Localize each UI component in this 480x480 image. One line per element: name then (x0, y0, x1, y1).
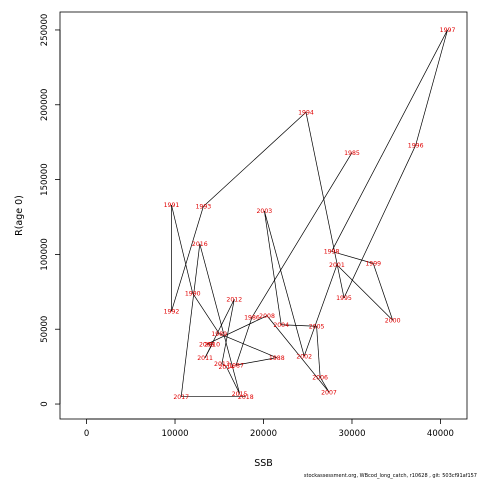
y-tick-label: 100000 (40, 238, 50, 270)
year-label-2011: 2011 (197, 355, 213, 362)
x-tick-label: 20000 (250, 429, 277, 439)
trajectory-segment (316, 326, 321, 378)
trajectory-segment (226, 366, 240, 394)
year-label-1986: 1986 (244, 314, 260, 321)
trajectory-segment (303, 264, 338, 357)
year-label-1992: 1992 (164, 308, 180, 315)
trajectory-segment (221, 363, 227, 367)
year-label-1988: 1988 (269, 355, 285, 362)
year-label-2000: 2000 (385, 317, 401, 324)
x-tick-label: 0 (84, 429, 89, 439)
year-label-2018: 2018 (238, 394, 254, 401)
year-label-1993: 1993 (195, 204, 211, 211)
year-label-2017: 2017 (173, 394, 189, 401)
trajectory-segment (319, 376, 330, 393)
year-label-2009: 2009 (199, 341, 215, 348)
year-label-2013: 2013 (214, 361, 230, 368)
trajectory-segment (221, 299, 235, 364)
year-label-1989: 1989 (211, 331, 227, 338)
year-label-2015: 2015 (232, 391, 248, 398)
x-tick-label: 40000 (427, 429, 454, 439)
trajectory-segment (219, 333, 277, 358)
year-label-2002: 2002 (296, 353, 312, 360)
trajectory-segment (372, 263, 394, 321)
year-label-2006: 2006 (312, 374, 328, 381)
trajectory-segment (180, 243, 201, 397)
year-label-2007: 2007 (321, 389, 337, 396)
year-label-2012: 2012 (226, 296, 242, 303)
trajectory-segment (343, 145, 416, 298)
trajectory-segment (281, 324, 317, 327)
year-label-1990: 1990 (185, 291, 201, 298)
y-axis: 0 50000 100000 150000 200000 250000 (40, 14, 61, 407)
trajectory-segment (203, 111, 307, 207)
y-tick-label: 0 (40, 401, 50, 406)
year-labels: 1985 1986 1987 1988 1989 1990 1991 1992 1993 1994… (164, 27, 456, 401)
year-label-2010: 2010 (204, 341, 220, 348)
y-axis-title: R(age 0) (14, 195, 25, 236)
year-label-2004: 2004 (273, 322, 289, 329)
x-axis: 0 10000 20000 30000 40000 (84, 418, 454, 439)
trajectory-segment (266, 315, 330, 393)
trajectory-segment (206, 315, 268, 345)
year-label-2014: 2014 (218, 364, 234, 371)
trajectory-segment (264, 210, 282, 325)
year-label-1999: 1999 (365, 261, 381, 268)
year-label-1995: 1995 (336, 295, 352, 302)
year-label-2008: 2008 (259, 313, 275, 320)
trajectory-lines (171, 29, 448, 397)
footer-caption: stockassessment.org, WBcod_long_catch, r… (304, 473, 477, 479)
year-label-1998: 1998 (324, 249, 340, 256)
trajectory-segment (204, 299, 235, 358)
year-label-2016: 2016 (192, 241, 208, 248)
year-label-2003: 2003 (257, 208, 273, 215)
year-label-1991: 1991 (164, 202, 180, 209)
x-tick-label: 10000 (161, 429, 188, 439)
trajectory-segment (236, 357, 277, 366)
trajectory-segment (336, 264, 393, 321)
trajectory-segment (192, 293, 220, 334)
trajectory-segment (171, 204, 194, 294)
trajectory-segment (171, 206, 204, 312)
trajectory-segment (251, 152, 353, 318)
year-label-1985: 1985 (344, 150, 360, 157)
year-label-2001: 2001 (329, 262, 345, 269)
y-tick-label: 150000 (40, 163, 50, 195)
trajectory-segment (331, 29, 448, 252)
plot-frame (59, 11, 468, 420)
year-label-1996: 1996 (408, 142, 424, 149)
trajectory-segment (415, 29, 448, 146)
year-label-1987: 1987 (228, 362, 244, 369)
year-label-1994: 1994 (298, 109, 314, 116)
x-tick-label: 30000 (338, 429, 365, 439)
trajectory-segment (264, 210, 305, 357)
y-tick-label: 200000 (40, 89, 50, 121)
trajectory-segment (199, 243, 240, 394)
trajectory-segment (235, 317, 253, 366)
trajectory-segment (305, 112, 345, 298)
year-label-1997: 1997 (440, 27, 456, 34)
x-axis-title: SSB (254, 458, 273, 469)
y-tick-label: 50000 (40, 316, 50, 343)
year-label-2005: 2005 (309, 323, 325, 330)
y-tick-label: 250000 (40, 14, 50, 46)
trajectory-segment (331, 251, 374, 264)
